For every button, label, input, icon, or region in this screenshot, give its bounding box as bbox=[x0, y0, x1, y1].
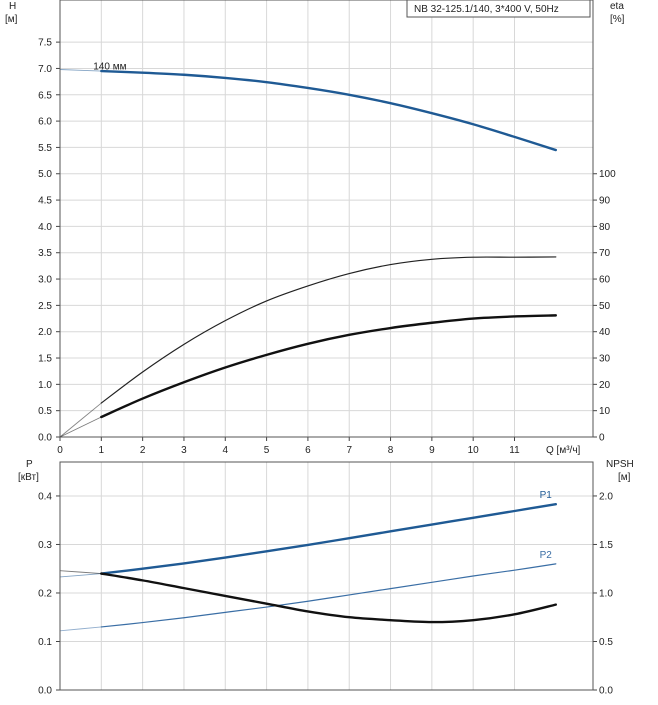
y-right-tick-label: 70 bbox=[599, 248, 611, 259]
y-right-tick-label: 80 bbox=[599, 222, 611, 233]
plot-frame-top bbox=[59, 0, 594, 438]
y-right-tick-label: 20 bbox=[599, 380, 611, 391]
curve-140-мм bbox=[100, 69, 558, 152]
curve-p2 bbox=[100, 563, 557, 628]
y-right-axis-label: eta bbox=[610, 1, 624, 12]
y-left-tick-label: 1.5 bbox=[38, 354, 52, 365]
y-right-axis-unit: [м] bbox=[618, 472, 631, 483]
y-right-tick-label: 1.5 bbox=[599, 540, 613, 551]
y-left-axis-label: H bbox=[9, 1, 16, 12]
y-right-tick-label: 40 bbox=[599, 327, 611, 338]
curve-annotation: 140 мм bbox=[93, 61, 126, 72]
y-right-tick-label: 0.0 bbox=[599, 686, 613, 697]
y-left-tick-label: 4.0 bbox=[38, 222, 52, 233]
y-right-axis-label: NPSH bbox=[606, 459, 634, 470]
y-left-axis-label: P bbox=[26, 459, 33, 470]
y-right-tick-label: 10 bbox=[599, 406, 611, 417]
series-label-p1: P1 bbox=[540, 490, 553, 501]
curve-extension-140-мм bbox=[59, 69, 102, 72]
y-left-tick-label: 3.0 bbox=[38, 275, 52, 286]
y-left-tick-label: 0.0 bbox=[38, 433, 52, 444]
y-right-tick-label: 90 bbox=[599, 196, 611, 207]
y-left-tick-label: 7.5 bbox=[38, 38, 52, 49]
y-right-axis-unit: [%] bbox=[610, 14, 625, 25]
x-tick-label: 10 bbox=[468, 445, 480, 456]
x-axis-label: Q [м³/ч] bbox=[546, 445, 581, 456]
y-left-tick-label: 3.5 bbox=[38, 248, 52, 259]
y-left-tick-label: 5.5 bbox=[38, 143, 52, 154]
y-left-tick-label: 4.5 bbox=[38, 196, 52, 207]
curve-extension-series-2 bbox=[59, 570, 102, 575]
curve-series-2 bbox=[100, 572, 558, 624]
y-left-tick-label: 1.0 bbox=[38, 380, 52, 391]
y-right-tick-label: 50 bbox=[599, 301, 611, 312]
x-tick-label: 6 bbox=[305, 445, 311, 456]
x-tick-label: 3 bbox=[181, 445, 187, 456]
x-tick-label: 0 bbox=[57, 445, 63, 456]
x-tick-label: 8 bbox=[388, 445, 394, 456]
y-left-axis-unit: [м] bbox=[5, 14, 18, 25]
y-right-tick-label: 1.0 bbox=[599, 588, 613, 599]
y-left-tick-label: 7.0 bbox=[38, 64, 52, 75]
curve-series-2 bbox=[100, 314, 558, 419]
series-label-p2: P2 bbox=[540, 550, 553, 561]
curve-series-1 bbox=[100, 256, 557, 404]
x-tick-label: 4 bbox=[222, 445, 228, 456]
y-right-tick-label: 100 bbox=[599, 169, 616, 180]
y-left-tick-label: 6.0 bbox=[38, 117, 52, 128]
x-tick-label: 9 bbox=[429, 445, 435, 456]
y-right-tick-label: 2.0 bbox=[599, 491, 613, 502]
y-left-tick-label: 0.0 bbox=[38, 686, 52, 697]
y-right-tick-label: 0 bbox=[599, 433, 605, 444]
y-left-tick-label: 0.5 bbox=[38, 406, 52, 417]
y-left-tick-label: 0.4 bbox=[38, 491, 52, 502]
y-right-tick-label: 0.5 bbox=[599, 637, 613, 648]
x-tick-label: 11 bbox=[509, 445, 520, 456]
y-left-axis-unit: [кВт] bbox=[18, 472, 39, 483]
curve-p1 bbox=[100, 503, 558, 575]
y-left-tick-label: 0.1 bbox=[38, 637, 52, 648]
y-left-tick-label: 0.2 bbox=[38, 588, 52, 599]
x-tick-label: 1 bbox=[99, 445, 105, 456]
plot-frame-bot bbox=[59, 461, 594, 691]
y-left-tick-label: 6.5 bbox=[38, 90, 52, 101]
y-left-tick-label: 2.0 bbox=[38, 327, 52, 338]
curve-extension-series-2 bbox=[59, 416, 102, 438]
y-left-tick-label: 2.5 bbox=[38, 301, 52, 312]
title-box bbox=[406, 0, 591, 18]
y-right-tick-label: 60 bbox=[599, 275, 611, 286]
x-tick-label: 7 bbox=[346, 445, 352, 456]
y-left-tick-label: 5.0 bbox=[38, 169, 52, 180]
curve-extension-series-1 bbox=[59, 402, 102, 438]
x-tick-label: 2 bbox=[140, 445, 146, 456]
curve-extension-p2 bbox=[59, 626, 102, 632]
chart-title: NB 32-125.1/140, 3*400 V, 50Hz bbox=[414, 4, 559, 15]
x-tick-label: 5 bbox=[264, 445, 270, 456]
y-right-tick-label: 30 bbox=[599, 354, 611, 365]
curve-extension-p1 bbox=[59, 573, 102, 578]
y-left-tick-label: 0.3 bbox=[38, 540, 52, 551]
